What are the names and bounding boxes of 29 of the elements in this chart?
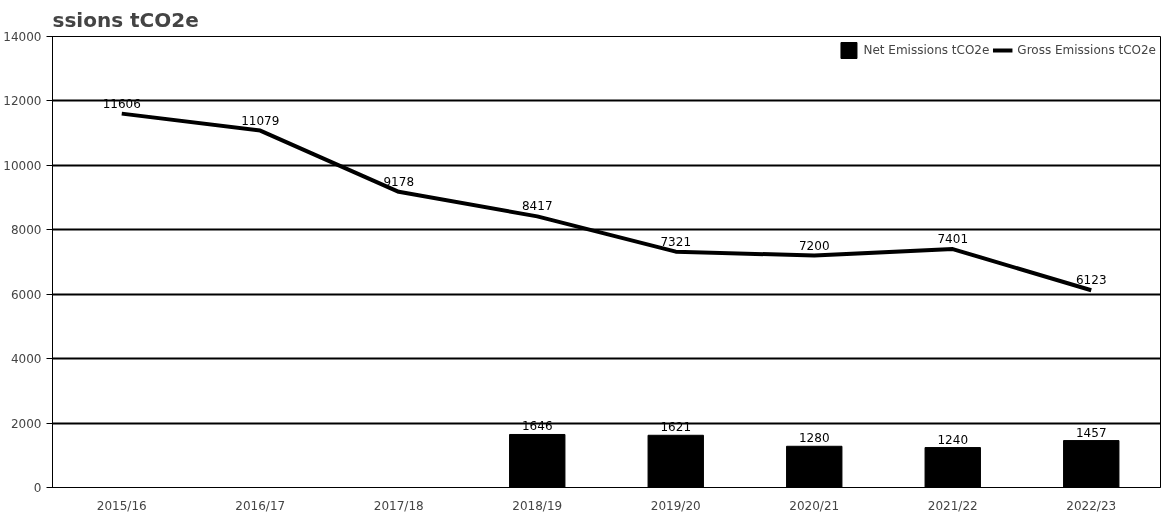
data-label: 7401 <box>937 232 969 247</box>
y-tick-label: 12000 <box>3 94 42 109</box>
data-label: 6123 <box>1075 273 1107 288</box>
data-label: 1457 <box>1075 425 1107 440</box>
x-tick-label: 2019/20 <box>650 498 701 513</box>
data-label: 1280 <box>798 431 830 446</box>
x-tick-label: 2015/16 <box>96 498 147 513</box>
legend-label: Gross Emissions tCO2e <box>1017 43 1156 57</box>
y-tick-label: 10000 <box>3 158 42 173</box>
data-label: 1240 <box>937 432 969 447</box>
data-label: 9178 <box>383 174 415 189</box>
x-tick-label: 2020/21 <box>789 498 840 513</box>
y-tick-label: 2000 <box>10 416 42 431</box>
y-tick-label: 6000 <box>10 287 42 302</box>
y-tick-label: 4000 <box>10 352 42 367</box>
data-label: 11079 <box>241 113 280 128</box>
y-tick-label: 8000 <box>10 223 42 238</box>
x-tick-label: 2021/22 <box>927 498 978 513</box>
data-label: 8417 <box>521 199 553 214</box>
x-tick-label: 2018/19 <box>512 498 563 513</box>
x-tick-label: 2017/18 <box>373 498 424 513</box>
legend-label: Net Emissions tCO2e <box>863 43 990 57</box>
y-tick-label: 0 <box>33 481 42 495</box>
data-label: 7321 <box>660 234 692 249</box>
data-label: 7200 <box>798 238 830 253</box>
x-tick-label: 2022/23 <box>1066 498 1117 513</box>
chart-title: ssions tCO2e <box>52 7 199 32</box>
x-tick-label: 2016/17 <box>235 498 286 513</box>
y-tick-label: 14000 <box>3 30 42 44</box>
